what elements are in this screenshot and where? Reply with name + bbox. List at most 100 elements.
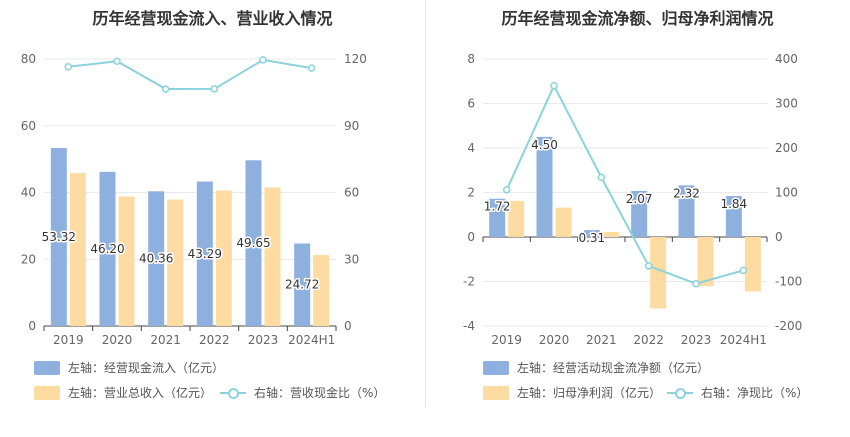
data-label: 1.72 xyxy=(484,200,511,214)
left-legend-item-2[interactable]: 左轴：营业总收入（亿元） xyxy=(34,384,212,401)
y-axis-tick-label: 80 xyxy=(21,52,36,66)
line-point xyxy=(644,262,653,270)
y2-axis-tick-label: 120 xyxy=(344,52,367,66)
data-label: 46.20 xyxy=(90,242,124,256)
data-label: 43.29 xyxy=(188,247,222,261)
left-legend-item-3[interactable]: 右轴：营收现金比（%） xyxy=(220,384,385,401)
y-axis-tick-label: -2 xyxy=(463,275,475,289)
y2-axis-tick-label: -100 xyxy=(775,275,802,289)
right-legend-label-1: 左轴：经营活动现金流净额（亿元） xyxy=(517,361,710,375)
legend-swatch-blue xyxy=(483,360,509,375)
data-label: 24.72 xyxy=(285,278,319,292)
right-legend-item-3[interactable]: 右轴：净现比（%） xyxy=(667,384,808,401)
y-axis-tick-label: 0 xyxy=(467,230,475,244)
right-legend-label-3: 右轴：净现比（%） xyxy=(701,386,809,400)
x-axis-tick-label: 2024H1 xyxy=(720,333,767,347)
data-label: 1.84 xyxy=(720,197,747,211)
bar xyxy=(583,230,600,237)
bar xyxy=(489,198,506,237)
right-legend-item-2[interactable]: 左轴：归母净利润（亿元） xyxy=(483,384,661,401)
bar xyxy=(313,254,330,326)
data-label: 4.50 xyxy=(531,138,558,152)
legend-swatch-blue xyxy=(34,360,60,375)
x-axis-tick-label: 2020 xyxy=(102,333,133,347)
x-axis-tick-label: 2021 xyxy=(150,333,181,347)
y2-axis-tick-label: 60 xyxy=(344,186,359,200)
data-label: 53.32 xyxy=(42,230,76,244)
line-point xyxy=(597,173,606,182)
left-chart-svg: 0 20 40 60 80 0 30 60 90 120 2019 2020 2021 2022 2023 2… xyxy=(21,52,367,347)
right-chart-svg: -4 -2 0 2 4 6 8 -200 -100 0 100 200 300 400 2019 2020 20… xyxy=(463,52,802,347)
x-axis-tick-label: 2022 xyxy=(633,333,664,347)
y-axis-tick-label: 8 xyxy=(467,52,475,66)
line-series xyxy=(68,58,312,91)
right-chart-title: 历年经营现金流净额、归母净利润情况 xyxy=(501,9,774,28)
legend-swatch-yellow xyxy=(483,385,509,400)
data-label: 40.36 xyxy=(139,252,173,266)
panel-divider xyxy=(425,0,426,407)
data-label: 2.32 xyxy=(673,186,700,200)
bar xyxy=(631,190,648,237)
bar xyxy=(264,187,281,326)
bar xyxy=(678,185,695,237)
y-axis-tick-label: 60 xyxy=(21,119,36,133)
y2-axis-tick-label: 30 xyxy=(344,252,359,266)
y-axis-tick-label: 2 xyxy=(467,186,475,200)
bar xyxy=(99,171,116,326)
bar xyxy=(215,190,232,326)
y-axis-tick-label: 6 xyxy=(467,97,475,111)
x-axis-tick-label: 2023 xyxy=(681,333,712,347)
line-point xyxy=(307,64,316,72)
y2-axis-tick-label: 400 xyxy=(775,52,798,66)
right-chart-panel: 历年经营现金流净额、归母净利润情况 -4 -2 0 2 4 6 8 -200 -100 0 100 2… xyxy=(425,0,850,437)
bar xyxy=(536,136,553,237)
left-legend-label-2: 左轴：营业总收入（亿元） xyxy=(68,386,213,400)
bar xyxy=(697,237,714,287)
line-point xyxy=(161,85,170,93)
bar xyxy=(294,243,311,326)
bar xyxy=(508,200,525,237)
line-point xyxy=(550,81,558,90)
left-legend-item-1[interactable]: 左轴：经营现金流入（亿元） xyxy=(34,359,224,376)
left-legend-label-3: 右轴：营收现金比（%） xyxy=(254,386,386,400)
bar xyxy=(555,207,572,237)
line-series xyxy=(505,83,744,285)
bar xyxy=(245,160,262,326)
x-axis-tick-label: 2021 xyxy=(586,333,617,347)
x-axis-tick-label: 2023 xyxy=(248,333,279,347)
y2-axis-tick-label: 0 xyxy=(344,319,352,333)
right-legend-item-1[interactable]: 左轴：经营活动现金流净额（亿元） xyxy=(483,359,709,376)
bar xyxy=(148,191,165,326)
x-axis-tick-label: 2024H1 xyxy=(288,333,335,347)
bar xyxy=(118,196,135,326)
data-label: 0.31 xyxy=(578,231,605,245)
y-axis-tick-label: -4 xyxy=(463,319,475,333)
x-axis-tick-label: 2019 xyxy=(491,333,522,347)
bar xyxy=(650,237,667,309)
y2-axis-tick-label: 200 xyxy=(775,141,798,155)
legend-line-icon xyxy=(220,386,246,400)
x-axis-tick-label: 2022 xyxy=(199,333,230,347)
x-axis-tick-label: 2020 xyxy=(539,333,570,347)
y-axis-tick-label: 4 xyxy=(467,141,475,155)
y2-axis-tick-label: 90 xyxy=(344,119,359,133)
y2-axis-tick-label: 300 xyxy=(775,97,798,111)
legend-line-icon xyxy=(667,386,693,400)
line-point xyxy=(259,56,267,64)
bar xyxy=(725,196,742,237)
left-legend-label-1: 左轴：经营现金流入（亿元） xyxy=(68,361,225,375)
line-point xyxy=(210,85,219,93)
bar xyxy=(602,231,619,237)
y2-axis-tick-label: 100 xyxy=(775,186,798,200)
y-axis-tick-label: 40 xyxy=(21,186,36,200)
y-axis-tick-label: 0 xyxy=(28,319,36,333)
y2-axis-tick-label: -200 xyxy=(775,319,802,333)
bar xyxy=(50,148,67,326)
bar xyxy=(167,199,184,326)
line-point xyxy=(64,63,73,71)
line-point xyxy=(502,186,511,194)
line-point xyxy=(113,57,121,65)
line-point xyxy=(692,279,700,288)
left-chart-title: 历年经营现金流入、营业收入情况 xyxy=(92,9,333,28)
line-point xyxy=(739,266,748,275)
